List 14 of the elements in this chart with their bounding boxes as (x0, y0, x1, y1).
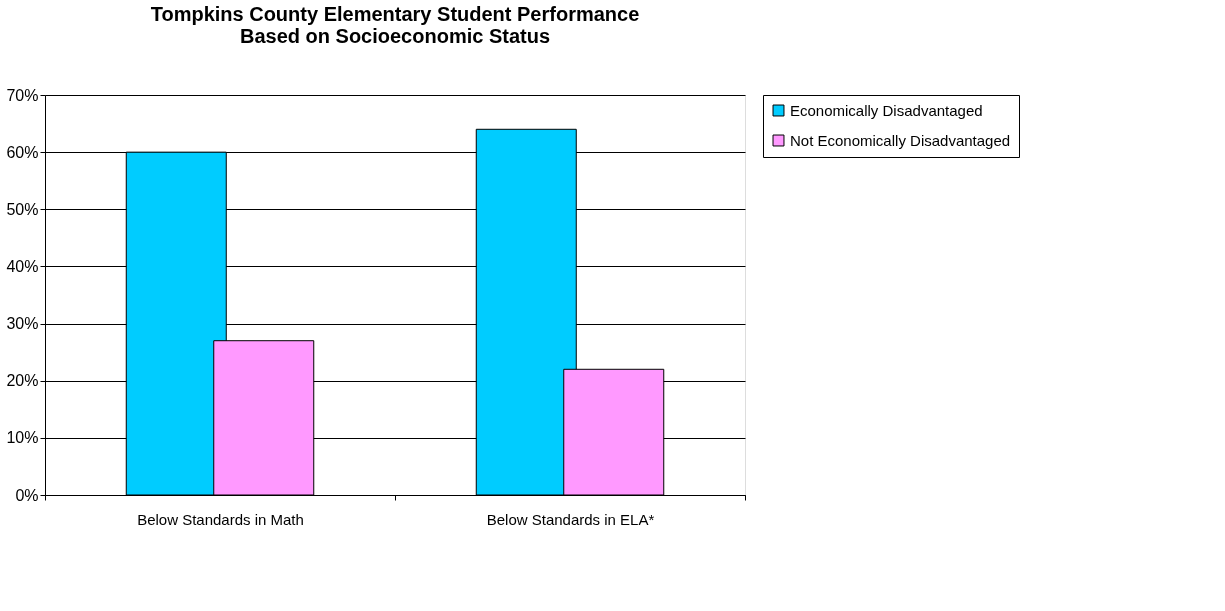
y-tick-label: 10% (6, 429, 39, 447)
y-tick-label: 60% (6, 143, 39, 161)
x-tick-label: Below Standards in Math (137, 510, 304, 528)
y-tick-label: 70% (6, 86, 39, 104)
y-tick-label: 40% (6, 257, 39, 275)
y-tick-label: 30% (6, 315, 39, 333)
x-tick-label: Below Standards in ELA* (486, 510, 655, 528)
legend-label: Not Economically Disadvantaged (790, 131, 1011, 149)
y-tick-label: 0% (15, 486, 39, 504)
y-tick-label: 20% (6, 372, 39, 390)
text: Tompkins County Elementary Student Performance (150, 3, 640, 25)
text: Based on Socioeconomic Status (239, 25, 551, 47)
y-tick-label: 50% (6, 200, 39, 218)
legend-label: Economically Disadvantaged (790, 101, 983, 119)
